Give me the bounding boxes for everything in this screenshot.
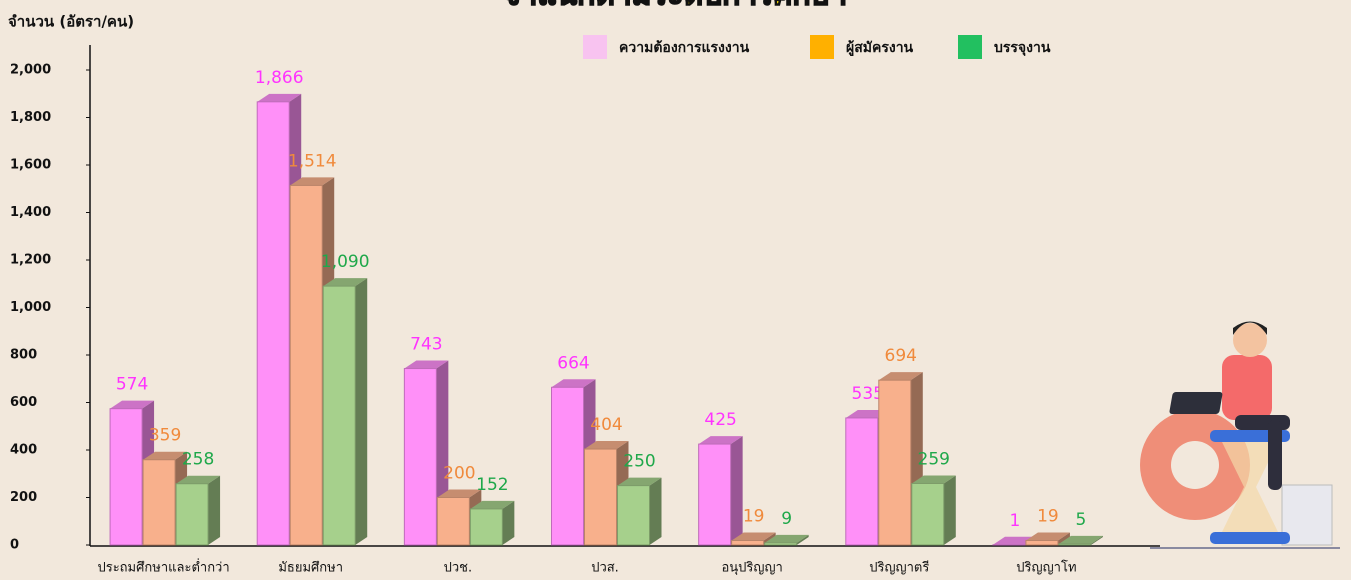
- bar-top: [323, 278, 368, 287]
- bar-top: [764, 534, 809, 543]
- bar-top: [437, 489, 482, 498]
- y-tick-label: 1,200: [10, 253, 51, 268]
- bar: [142, 459, 176, 546]
- bar-top: [878, 372, 923, 381]
- bar-side: [208, 475, 221, 545]
- value-label: 535: [852, 384, 884, 404]
- bar: [256, 101, 290, 546]
- x-tick-label: ปวช.: [444, 561, 473, 576]
- legend-swatch: [583, 35, 607, 59]
- bar: [584, 448, 617, 546]
- y-tick-label: 0: [10, 538, 19, 553]
- bar: [469, 508, 503, 546]
- bar-side: [730, 436, 743, 545]
- bar: [878, 379, 912, 546]
- value-label: 1,090: [321, 252, 370, 272]
- bar-top: [1025, 532, 1070, 541]
- bar-top: [911, 475, 956, 484]
- legend-label: ผู้สมัครงาน: [846, 40, 914, 56]
- legend-label: บรรจุงาน: [994, 40, 1051, 56]
- x-tick-label: ปวส.: [591, 561, 619, 576]
- x-tick-label: ปริญญาตรี: [869, 560, 929, 576]
- legend-swatch: [958, 35, 982, 59]
- bar: [617, 485, 650, 546]
- bar-top: [143, 451, 188, 460]
- x-tick-label: ประถมศึกษาและต่ำกว่า: [97, 559, 229, 576]
- bar-top: [110, 400, 155, 409]
- value-label: 258: [182, 450, 214, 470]
- value-label: 1: [1010, 511, 1021, 531]
- bar: [436, 497, 470, 546]
- bar-side: [943, 475, 956, 545]
- bar-top: [404, 360, 449, 369]
- bar-top: [698, 436, 743, 445]
- value-label: 259: [918, 449, 950, 469]
- value-label: 5: [1076, 510, 1087, 530]
- value-label: 404: [590, 415, 622, 435]
- bar-top: [617, 477, 662, 486]
- bar: [1025, 539, 1059, 546]
- bar-top: [257, 93, 302, 102]
- value-label: 1,866: [255, 68, 304, 88]
- value-label: 694: [885, 346, 917, 366]
- value-label: 19: [1037, 506, 1059, 526]
- value-label: 574: [116, 375, 148, 395]
- bar: [764, 542, 798, 546]
- bar-top: [551, 379, 596, 388]
- bar-top: [290, 177, 335, 186]
- value-label: 200: [443, 464, 475, 484]
- legend-label: ความต้องการแรงงาน: [619, 40, 750, 56]
- y-tick-label: 600: [10, 395, 37, 410]
- bar: [1058, 543, 1092, 546]
- y-tick-label: 1,600: [10, 158, 51, 173]
- bar-top: [1058, 535, 1103, 544]
- value-label: 250: [623, 452, 655, 472]
- legend-swatch: [810, 35, 834, 59]
- y-tick-label: 400: [10, 443, 37, 458]
- bar: [551, 386, 584, 546]
- bar: [845, 417, 879, 546]
- bar-side: [502, 500, 515, 545]
- value-label: 9: [781, 509, 792, 529]
- y-tick-label: 1,800: [10, 110, 51, 125]
- bar: [731, 539, 765, 546]
- y-tick-label: 1,400: [10, 205, 51, 220]
- value-label: 19: [743, 506, 765, 526]
- bar-side: [796, 534, 809, 545]
- x-tick-label: มัธยมศึกษา: [278, 561, 343, 576]
- y-tick-label: 1,000: [10, 300, 51, 315]
- bar: [175, 483, 209, 546]
- bar-side: [649, 477, 662, 545]
- bar: [911, 482, 945, 546]
- bar: [403, 368, 437, 546]
- y-tick-label: 2,000: [10, 63, 51, 78]
- bar-top: [584, 441, 629, 450]
- y-axis-label: จำนวน (อัตรา/คน): [8, 13, 134, 31]
- bar: [109, 408, 143, 546]
- bar-top: [731, 532, 776, 541]
- y-tick-label: 200: [10, 490, 37, 505]
- bar-top: [176, 475, 221, 484]
- value-label: 664: [557, 353, 589, 373]
- value-label: 1,514: [288, 151, 337, 171]
- bar: [698, 443, 732, 546]
- bar: [289, 184, 323, 546]
- value-label: 359: [149, 426, 181, 446]
- illustration: [1140, 321, 1340, 549]
- chart-title: จำแนกตามระดับการศึกษา: [503, 0, 847, 13]
- y-tick-label: 800: [10, 348, 37, 363]
- bar-top: [470, 500, 515, 509]
- value-label: 152: [476, 475, 508, 495]
- value-label: 425: [704, 410, 736, 430]
- x-tick-label: อนุปริญญา: [721, 561, 782, 576]
- bar-side: [1057, 532, 1070, 545]
- bar-side: [1090, 535, 1103, 545]
- bar-side: [355, 278, 368, 545]
- x-tick-label: ปริญญาโท: [1016, 560, 1076, 576]
- bar: [322, 285, 356, 546]
- value-label: 743: [410, 335, 442, 355]
